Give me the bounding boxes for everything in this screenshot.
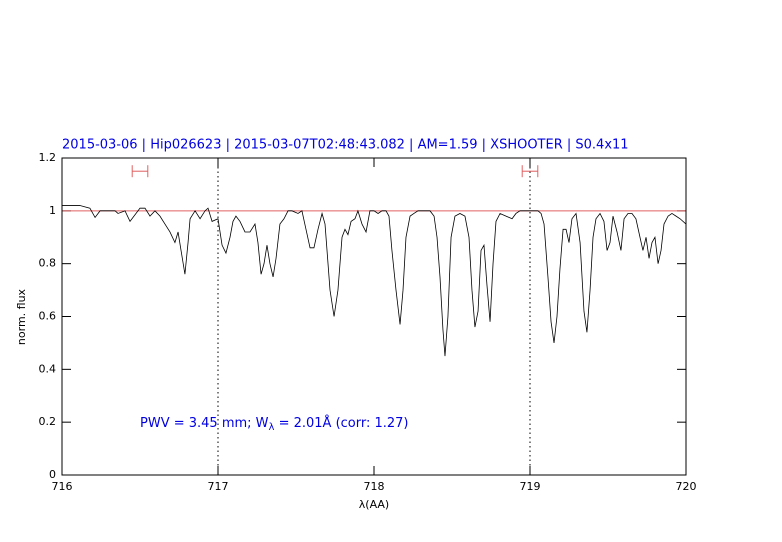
spectrum-line (62, 205, 687, 357)
annotation: PWV = 3.45 mm; Wλ = 2.01Å (corr: 1.27) (140, 415, 409, 434)
y-tick-label: 0.2 (39, 415, 57, 428)
y-tick-label: 0.6 (39, 310, 57, 323)
y-tick-label: 0.4 (39, 362, 57, 375)
annotation-rest: = 2.01Å (corr: 1.27) (274, 415, 408, 431)
x-axis-label: λ(AA) (359, 498, 389, 511)
x-tick-label: 720 (676, 480, 697, 493)
plot-frame (61, 157, 687, 476)
x-tick-label: 717 (208, 480, 229, 493)
x-tick-label: 718 (364, 480, 385, 493)
x-tick-label: 719 (520, 480, 541, 493)
chart-title: 2015-03-06 | Hip026623 | 2015-03-07T02:4… (62, 138, 629, 153)
y-tick-label: 0 (49, 468, 56, 481)
x-tick-label: 716 (52, 480, 73, 493)
y-tick-label: 1.2 (39, 151, 57, 164)
annotation-main: PWV = 3.45 mm; W (140, 416, 269, 431)
y-axis-label: norm. flux (15, 288, 28, 345)
annotation-subscript: λ (269, 422, 275, 433)
y-tick-label: 1 (49, 204, 56, 217)
y-tick-label: 0.8 (39, 257, 57, 270)
